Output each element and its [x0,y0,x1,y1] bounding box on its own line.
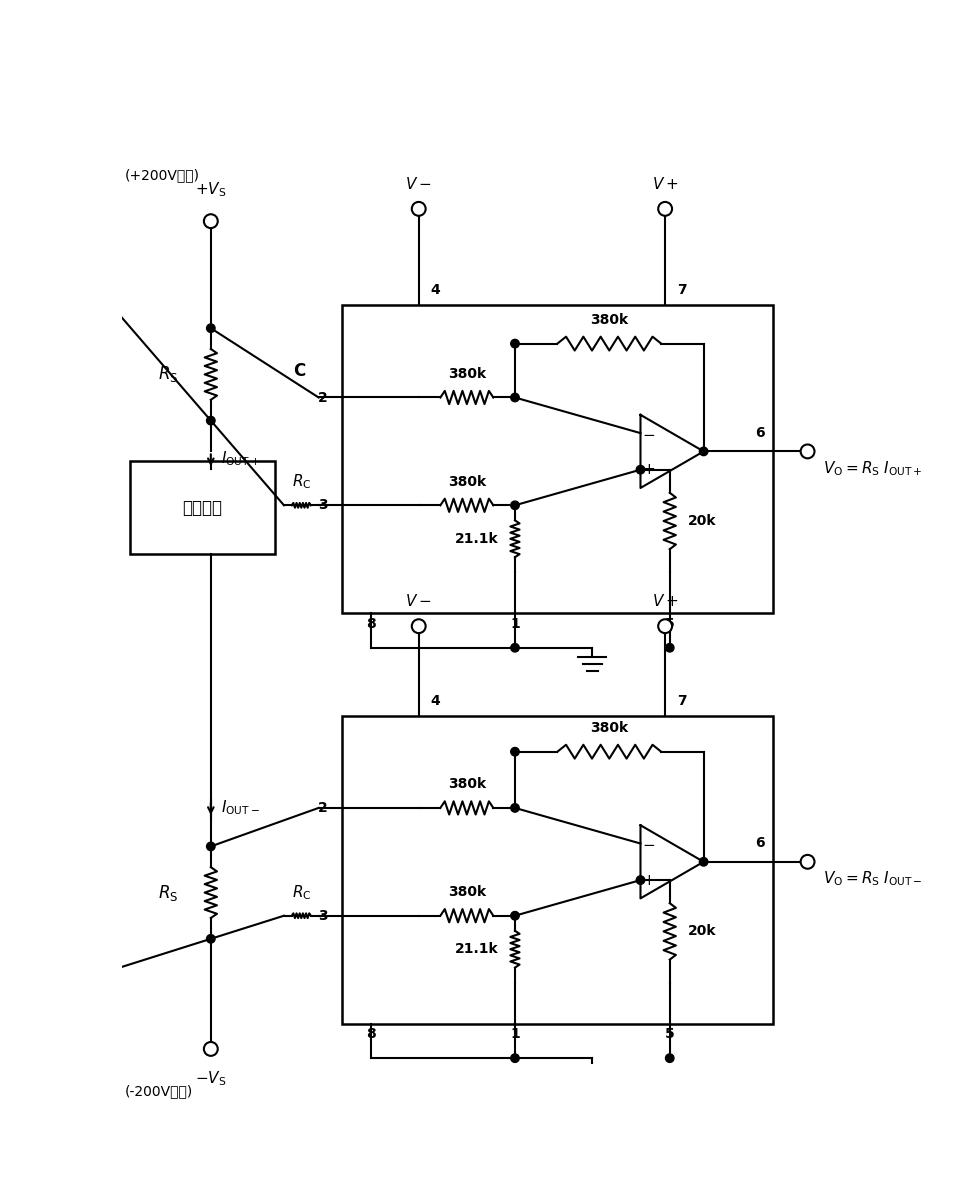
Circle shape [511,339,519,348]
Circle shape [204,1042,218,1056]
Text: 21.1k: 21.1k [456,942,499,956]
Circle shape [206,324,215,332]
Circle shape [206,842,215,851]
Circle shape [699,858,708,866]
Text: 测试器件: 测试器件 [182,498,222,516]
Text: 2: 2 [318,801,328,815]
Circle shape [511,912,519,920]
Text: $+$: $+$ [642,872,655,888]
Text: 8: 8 [366,617,376,631]
Circle shape [801,854,814,869]
Text: $R_{\rm C}$: $R_{\rm C}$ [292,473,311,491]
Circle shape [636,876,644,884]
Text: $-V_{\rm S}$: $-V_{\rm S}$ [195,1070,226,1089]
Text: $I_{\rm OUT-}$: $I_{\rm OUT-}$ [221,798,260,817]
Circle shape [511,747,519,756]
Circle shape [801,445,814,459]
Text: 1: 1 [510,617,520,631]
Text: 5: 5 [665,617,674,631]
Circle shape [411,619,426,633]
Text: $V-$: $V-$ [406,176,432,192]
Text: $+$: $+$ [642,462,655,477]
Text: 3: 3 [318,908,328,923]
Text: 6: 6 [756,836,765,851]
Bar [341,716,773,1023]
Text: 2: 2 [318,391,328,404]
Text: 7: 7 [677,283,687,298]
Text: 380k: 380k [448,367,486,381]
Text: 380k: 380k [590,313,628,326]
Circle shape [204,214,218,228]
Bar [341,305,773,613]
Text: $R_{\rm S}$: $R_{\rm S}$ [158,364,178,385]
Text: $V_{\rm O}=R_{\rm S}\ I_{\rm OUT+}$: $V_{\rm O}=R_{\rm S}\ I_{\rm OUT+}$ [823,459,923,478]
Text: $V+$: $V+$ [652,593,678,609]
Text: $V-$: $V-$ [406,593,432,609]
Text: $V_{\rm O}=R_{\rm S}\ I_{\rm OUT-}$: $V_{\rm O}=R_{\rm S}\ I_{\rm OUT-}$ [823,870,923,888]
Circle shape [411,202,426,216]
Text: 7: 7 [677,694,687,707]
Text: 5: 5 [665,1028,674,1041]
Text: 6: 6 [756,425,765,440]
Circle shape [511,393,519,402]
Circle shape [206,934,215,943]
Circle shape [658,202,672,216]
Circle shape [666,1054,674,1062]
Text: $V+$: $V+$ [652,176,678,192]
Circle shape [699,447,708,455]
Text: $+V_{\rm S}$: $+V_{\rm S}$ [195,180,226,198]
Circle shape [511,644,519,652]
Circle shape [511,501,519,509]
Text: C: C [293,362,306,380]
Text: 4: 4 [431,283,440,298]
Text: (-200V最大): (-200V最大) [125,1084,193,1098]
Text: 380k: 380k [590,721,628,735]
Circle shape [636,465,644,474]
Circle shape [511,804,519,813]
Circle shape [511,1054,519,1062]
Text: (+200V最大): (+200V最大) [125,168,199,182]
Text: 380k: 380k [448,885,486,899]
Text: 4: 4 [431,694,440,707]
Text: $R_{\rm S}$: $R_{\rm S}$ [158,883,178,902]
Text: 3: 3 [318,498,328,513]
Text: $I_{\rm OUT+}$: $I_{\rm OUT+}$ [221,449,260,468]
Circle shape [658,619,672,633]
Text: 380k: 380k [448,777,486,791]
Text: 8: 8 [366,1028,376,1041]
Circle shape [666,644,674,652]
Text: $-$: $-$ [642,425,655,441]
Text: 20k: 20k [688,925,716,938]
Text: $R_{\rm C}$: $R_{\rm C}$ [292,883,311,902]
Text: $-$: $-$ [642,836,655,851]
Text: 380k: 380k [448,474,486,489]
Circle shape [206,416,215,425]
Text: 20k: 20k [688,514,716,528]
Bar [130,461,274,553]
Text: 21.1k: 21.1k [456,532,499,546]
Text: 1: 1 [510,1028,520,1041]
